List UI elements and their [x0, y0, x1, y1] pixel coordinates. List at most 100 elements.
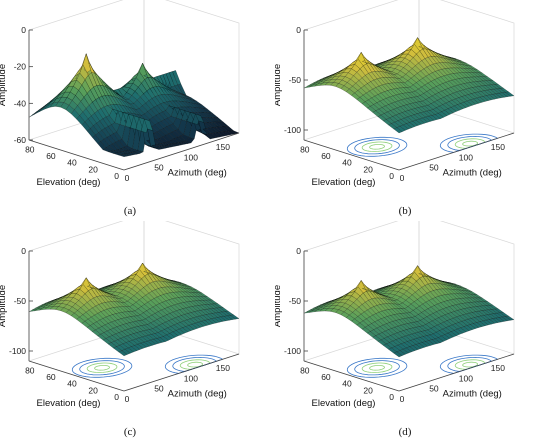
z-axis-label: Amplitude: [0, 285, 8, 327]
contour-line: [172, 356, 217, 372]
azimuth-tick-label: 100: [459, 373, 473, 383]
z-tick-label: 0: [21, 246, 26, 256]
chart-panel-a: 0 -20 -40 -60 Amplitude 80 60 40 20 0 Elevation (d…: [0, 0, 275, 221]
z-tick-label: -100: [284, 346, 301, 356]
z-tick-label: -50: [14, 296, 27, 306]
elevation-axis-line: [303, 139, 400, 171]
z-axis-label: Amplitude: [0, 64, 8, 106]
elevation-tick-label: 0: [114, 392, 119, 402]
surface-plot-b: 0 -50 -100 Amplitude 80 60 40 20 0 Elevation (deg…: [275, 0, 515, 217]
elevation-axis-label: Elevation (deg): [312, 177, 376, 188]
back-wall-right: [143, 221, 240, 355]
z-tick-label: -100: [284, 125, 301, 135]
elevation-axis-label: Elevation (deg): [37, 177, 101, 188]
elevation-tick-label: 0: [114, 171, 119, 181]
azimuth-tick-label: 100: [459, 152, 473, 162]
panel-caption: (a): [124, 205, 137, 217]
contour-line: [346, 136, 408, 157]
elevation-axis-line: [28, 139, 125, 171]
azimuth-tick-label: 0: [125, 173, 130, 183]
contour-line: [86, 362, 118, 373]
panel-caption: (c): [124, 426, 137, 438]
surface-plot-c: 0 -50 -100 Amplitude 80 60 40 20 0 Elevation (deg…: [0, 221, 240, 438]
elevation-tick-label: 20: [363, 164, 373, 174]
elevation-axis-line: [28, 360, 125, 392]
elevation-tick-label: 60: [321, 151, 331, 161]
azimuth-tick-label: 150: [216, 363, 230, 373]
floor-edges: [28, 353, 240, 392]
azimuth-tick-label: 150: [216, 142, 230, 152]
contour-line: [361, 141, 393, 152]
z-tick-label: 0: [296, 246, 301, 256]
chart-panel-c: 0 -50 -100 Amplitude 80 60 40 20 0 Elevation (deg…: [0, 221, 275, 442]
elevation-tick-label: 80: [25, 144, 35, 154]
z-tick-label: 0: [296, 25, 301, 35]
azimuth-axis-label: Azimuth (deg): [168, 168, 227, 179]
contour-line: [94, 364, 110, 371]
elevation-tick-label: 0: [389, 392, 394, 402]
contour-line: [369, 364, 385, 371]
azimuth-axis-label: Azimuth (deg): [443, 389, 502, 400]
contour-line: [354, 360, 400, 376]
contour-line: [447, 356, 492, 372]
surface-plot-d: 0 -50 -100 Amplitude 80 60 40 20 0 Elevation (deg…: [275, 221, 515, 438]
elevation-tick-label: 20: [88, 385, 98, 395]
z-tick-label: 0: [21, 25, 26, 35]
surface-patch: [505, 315, 515, 321]
contour-line: [71, 357, 133, 378]
elevation-tick-label: 20: [363, 385, 373, 395]
surface-patch: [230, 314, 240, 320]
azimuth-tick-label: 0: [400, 173, 405, 183]
elevation-tick-label: 40: [342, 158, 352, 168]
azimuth-tick-label: 50: [429, 163, 439, 173]
elevation-tick-label: 80: [25, 365, 35, 375]
z-tick-label: -50: [289, 296, 302, 306]
elevation-tick-label: 60: [46, 151, 56, 161]
azimuth-tick-label: 100: [184, 152, 198, 162]
z-tick-label: -50: [289, 75, 302, 85]
elevation-tick-label: 20: [88, 164, 98, 174]
z-tick-label: -100: [9, 346, 26, 356]
contour-line: [447, 135, 492, 151]
azimuth-tick-label: 0: [125, 394, 130, 404]
elevation-tick-label: 60: [46, 372, 56, 382]
z-tick-label: -40: [14, 98, 27, 108]
contour-line: [346, 357, 408, 378]
z-axis-label: Amplitude: [275, 285, 283, 327]
elevation-tick-label: 80: [300, 365, 310, 375]
elevation-tick-label: 40: [67, 158, 77, 168]
azimuth-axis-line: [123, 353, 240, 392]
azimuth-tick-label: 150: [491, 363, 505, 373]
elevation-tick-label: 60: [321, 372, 331, 382]
elevation-tick-label: 0: [389, 171, 394, 181]
contour-line: [187, 361, 204, 368]
azimuth-tick-label: 50: [154, 384, 164, 394]
contour-line: [361, 362, 393, 373]
azimuth-axis-line: [398, 353, 515, 392]
contour-line: [462, 361, 479, 368]
azimuth-tick-label: 50: [429, 384, 439, 394]
z-tick-label: -20: [14, 62, 27, 72]
z-axis-label: Amplitude: [275, 64, 283, 106]
contour-line: [79, 360, 125, 376]
contour-line: [354, 139, 400, 155]
surface-patch: [505, 91, 515, 97]
azimuth-tick-label: 100: [184, 373, 198, 383]
floor-edges: [303, 132, 515, 171]
chart-panel-d: 0 -50 -100 Amplitude 80 60 40 20 0 Elevation (deg…: [275, 221, 550, 442]
surface-plot-a: 0 -20 -40 -60 Amplitude 80 60 40 20 0 Elevation (d…: [0, 0, 240, 217]
azimuth-axis-label: Azimuth (deg): [443, 168, 502, 179]
elevation-tick-label: 40: [67, 379, 77, 389]
azimuth-axis-label: Azimuth (deg): [168, 389, 227, 400]
elevation-axis-line: [303, 360, 400, 392]
back-wall-right: [418, 0, 515, 134]
azimuth-axis-line: [398, 132, 515, 171]
panel-caption: (d): [399, 426, 412, 438]
contour-line: [462, 140, 479, 147]
azimuth-axis-line: [123, 132, 240, 171]
floor-edges: [303, 353, 515, 392]
azimuth-tick-label: 0: [400, 394, 405, 404]
elevation-tick-label: 80: [300, 144, 310, 154]
elevation-axis-label: Elevation (deg): [37, 398, 101, 409]
chart-panel-b: 0 -50 -100 Amplitude 80 60 40 20 0 Elevation (deg…: [275, 0, 550, 221]
